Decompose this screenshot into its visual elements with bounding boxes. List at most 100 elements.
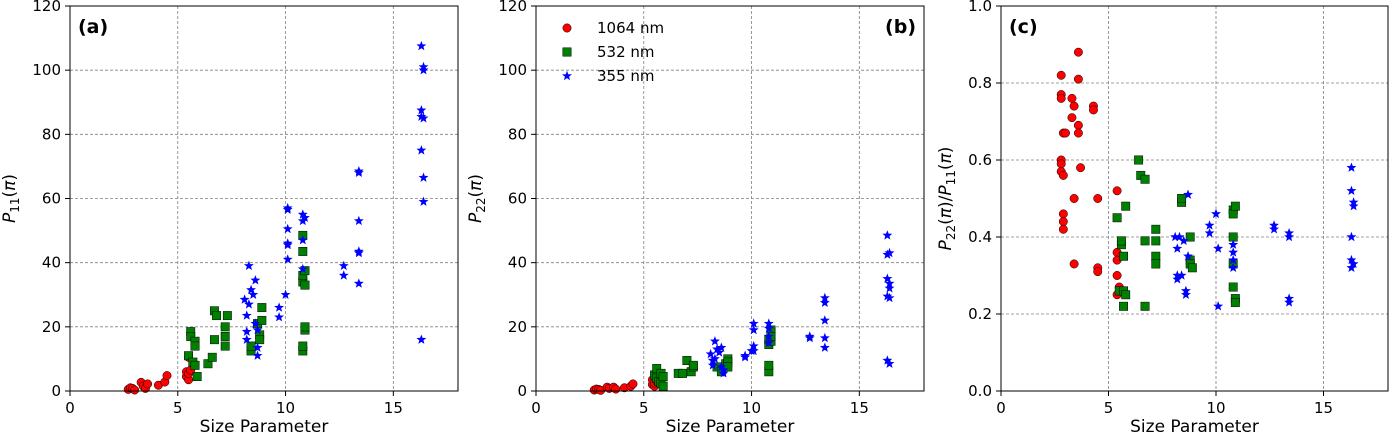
y-tick-label: 0.8 [968,74,992,92]
data-point [1093,194,1103,203]
series-532-nm [1112,155,1240,311]
data-point [282,254,293,264]
y-tick-label: 60 [42,190,61,208]
data-point [748,324,759,335]
x-axis-label: Size Parameter [200,417,329,437]
data-point [1228,209,1238,219]
data-point [418,113,429,123]
data-point [1204,227,1215,238]
data-point [143,379,153,389]
data-point [1172,243,1183,253]
data-point [1230,298,1240,307]
data-point [682,356,692,365]
data-point [718,368,729,378]
data-point [1185,232,1195,242]
legend-marker [562,47,572,57]
data-point [209,335,219,345]
data-point [130,385,140,395]
data-point [1056,70,1066,80]
data-point [882,230,893,240]
data-point [1067,93,1077,103]
data-point [338,260,349,271]
data-point [1058,170,1068,180]
panel-b: 0 5 10 15 0 20 40 60 80 100 120 Size Parameter P22(π… [466,0,925,437]
data-point [884,247,895,258]
data-point [1056,159,1066,169]
data-point [252,342,263,352]
panel-label: (c) [1009,16,1038,38]
data-point [1056,93,1066,103]
data-point [248,289,259,299]
data-point [709,336,720,346]
y-tick-label: 20 [508,318,527,336]
data-point [763,318,774,328]
data-point [212,311,222,321]
data-point [819,297,830,307]
y-tick-label: 80 [508,125,527,143]
data-point [190,360,200,370]
data-point [1346,162,1357,172]
data-point [748,318,759,328]
data-point [882,273,893,283]
panel-c: 0 5 10 15 0.0 0.2 0.4 0.6 0.8 1.0 Size Parameter P2… [936,0,1389,437]
data-point [763,331,774,341]
data-point [748,340,759,351]
series-355-nm [239,40,429,360]
data-point [716,342,727,352]
data-point [300,322,310,332]
panel-a: 0 5 10 15 0 20 40 60 80 100 120 Size Parameter P11(π… [0,0,459,437]
data-point [338,270,349,280]
data-point [298,246,308,256]
data-point [298,341,308,351]
data-point [241,326,252,336]
data-point [353,167,364,178]
data-point [678,368,688,378]
data-point [1058,217,1068,227]
data-point [1346,185,1357,196]
x-axis-label: Size Parameter [1130,417,1259,437]
data-point [712,344,723,354]
data-point [707,360,718,370]
series-1064-nm [123,352,196,395]
data-point [882,291,893,301]
x-tick-label: 5 [639,399,649,417]
data-point [705,348,716,359]
data-point [1228,282,1238,292]
y-tick-label: 40 [42,254,61,272]
plot-frame [535,5,925,392]
data-point [1172,274,1183,284]
panel-label: (a) [78,16,108,38]
data-point [241,334,252,344]
data-point [1284,231,1295,242]
data-point [1151,251,1161,261]
data-point [252,324,263,335]
y-tick-label: 120 [32,0,61,15]
data-point [1348,258,1359,269]
data-point [716,361,727,372]
legend-label: 532 nm [597,43,655,61]
data-point [882,249,893,259]
data-point [709,353,720,364]
data-point [1089,105,1098,115]
data-point [255,335,265,345]
data-point [658,372,668,382]
data-point [353,278,364,288]
data-point [748,345,759,356]
legend-label: 355 nm [597,67,655,85]
data-point [257,303,267,313]
data-point [416,145,427,155]
data-point [1112,213,1122,223]
data-point [1058,209,1068,219]
series-355-nm [705,230,895,378]
y-tick-label: 0.4 [968,228,992,246]
x-tick-label: 0 [531,399,541,417]
data-point [1269,224,1279,234]
data-point [1116,236,1126,246]
x-tick-label: 15 [384,399,403,417]
data-point [1073,128,1083,138]
series-355-nm [1170,162,1359,311]
data-point [611,384,621,394]
data-point [1213,243,1224,253]
data-point [1177,194,1187,203]
data-point [804,332,815,343]
